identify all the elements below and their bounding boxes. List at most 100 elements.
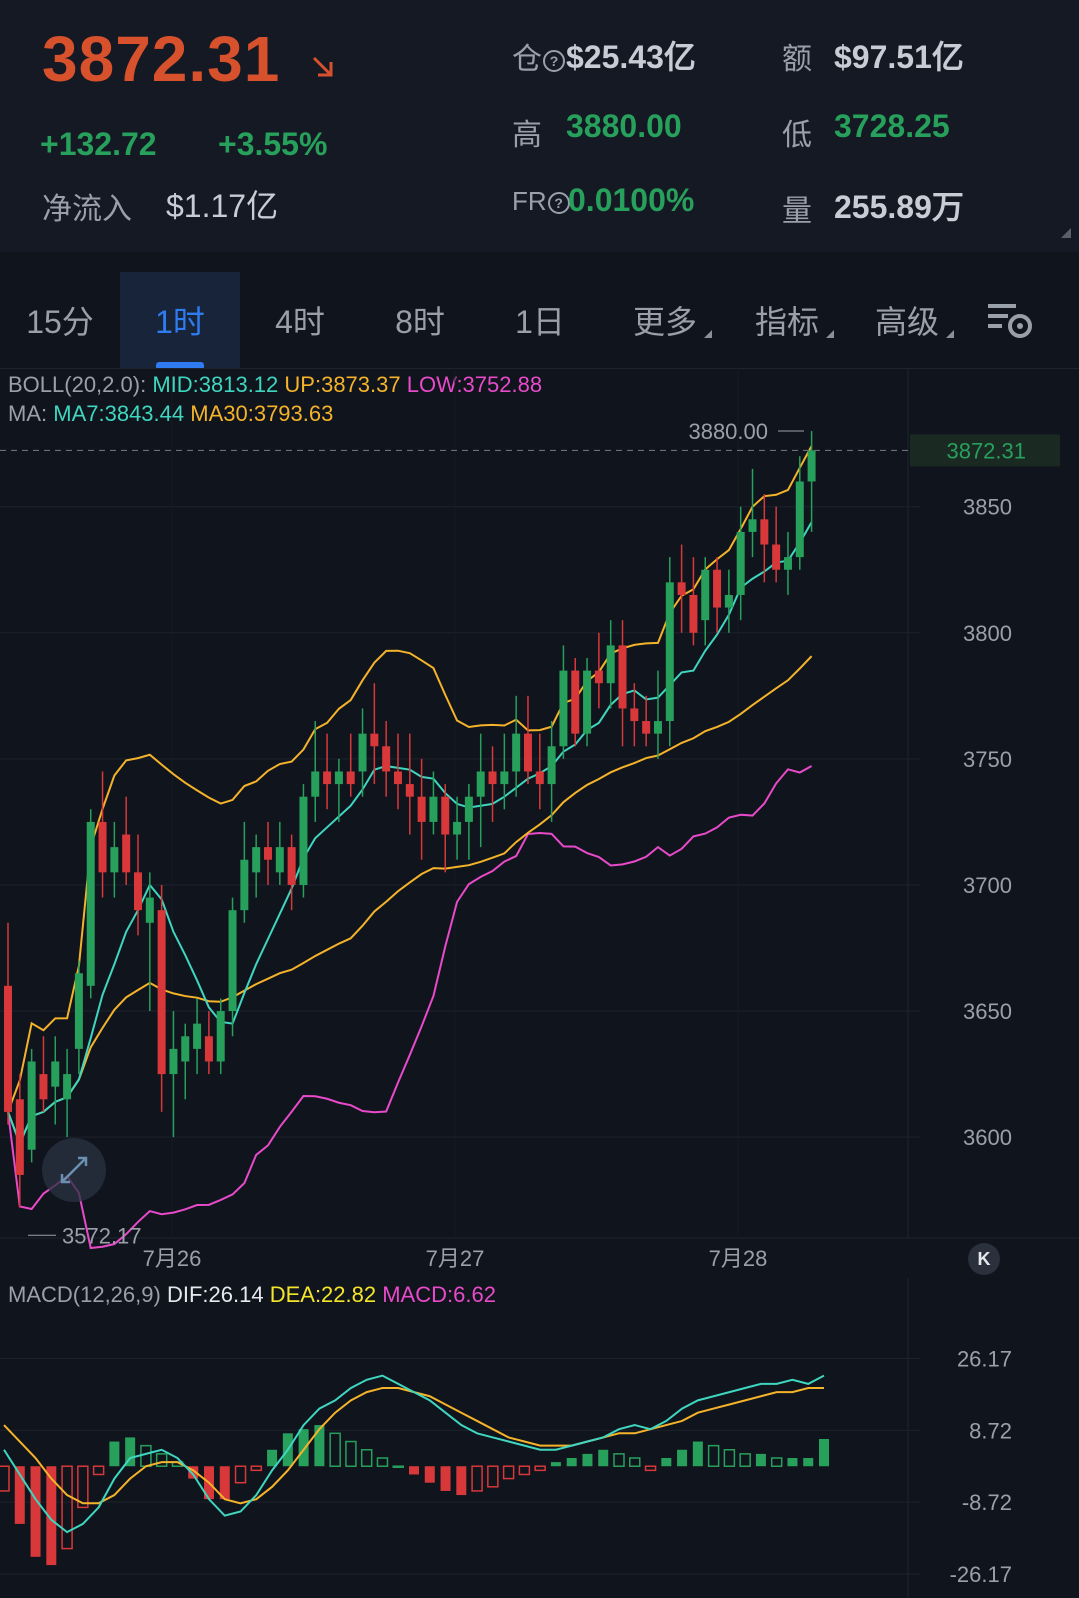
candle-body	[27, 1061, 36, 1150]
tab-8h[interactable]: 8时	[360, 272, 480, 368]
macd-histogram-bar	[409, 1466, 419, 1475]
candle-body	[15, 1099, 24, 1175]
turnover-value: $97.51亿	[834, 39, 964, 75]
candle-body	[535, 771, 544, 785]
candle-body	[346, 771, 355, 785]
tab-15m[interactable]: 15分	[0, 272, 120, 368]
candle-body	[630, 708, 639, 722]
candle-body	[86, 821, 95, 986]
macd-y-tick-label: -8.72	[962, 1490, 1012, 1515]
low-marker-label: 3572.17	[62, 1223, 142, 1248]
y-tick-label: 3800	[963, 621, 1012, 646]
candle-body	[157, 910, 166, 1075]
macd-histogram-bar	[14, 1466, 25, 1524]
tab-more[interactable]: 更多	[620, 272, 712, 368]
candle-body	[122, 834, 131, 873]
boll-up: UP:3873.37	[284, 372, 401, 397]
tab-label: 15分	[26, 304, 94, 340]
macd-histogram-bar	[219, 1466, 230, 1500]
macd-histogram-bar	[661, 1458, 672, 1467]
macd-histogram-bar	[77, 1465, 89, 1509]
candle-body	[583, 670, 592, 734]
ma30-value: MA30:3793.63	[190, 401, 334, 426]
macd-histogram-bar	[61, 1465, 73, 1550]
macd-histogram-bar	[392, 1465, 404, 1468]
macd-histogram-bar	[267, 1449, 278, 1467]
dropdown-triangle-icon	[704, 330, 712, 338]
macd-histogram-bar	[471, 1465, 483, 1492]
candle-body	[453, 821, 462, 835]
macd-histogram-bar	[376, 1457, 389, 1467]
tab-label: 4时	[275, 304, 325, 340]
tab-advanced[interactable]: 高级	[862, 272, 954, 368]
candle-body	[665, 582, 674, 722]
candle-body	[571, 670, 580, 734]
tab-label: 1日	[515, 304, 565, 340]
macd-histogram-bar	[360, 1449, 373, 1467]
funding-rate-label[interactable]: FR?	[512, 186, 571, 217]
turnover-label: 额	[782, 43, 812, 76]
macd-histogram-bar	[582, 1453, 593, 1467]
candle-body	[441, 796, 450, 835]
candle-body	[39, 1074, 48, 1100]
tab-1d[interactable]: 1日	[480, 272, 600, 368]
macd-histogram-bar	[629, 1457, 641, 1467]
candle-body	[181, 1036, 190, 1062]
volume-label: 量	[782, 195, 812, 228]
tab-label: 高级	[874, 304, 939, 340]
candle-body	[193, 1023, 202, 1049]
candle-body	[405, 784, 414, 797]
candle-body	[736, 531, 745, 595]
macd-histogram-bar	[692, 1441, 703, 1467]
candle-body	[287, 847, 296, 885]
candle-body	[701, 569, 710, 621]
boll-mid: MID:3813.12	[152, 372, 279, 397]
boll-legend: BOLL(20,2.0): MID:3813.12 UP:3873.37 LOW…	[8, 372, 542, 398]
ma7-value: MA7:3843.44	[53, 401, 185, 426]
last-price: 3872.31	[42, 23, 281, 95]
macd-histogram-bar	[550, 1462, 561, 1467]
macd-histogram-bar	[803, 1458, 814, 1467]
macd-chart[interactable]: 26.17 8.72 -8.72 -26.17	[0, 1278, 1079, 1598]
candle-body	[713, 569, 722, 608]
macd-histogram-bar	[424, 1466, 435, 1483]
candle-body	[204, 1036, 213, 1062]
tab-1h[interactable]: 1时	[120, 272, 240, 368]
fullscreen-arrows	[60, 1156, 88, 1184]
macd-histogram-bar	[644, 1465, 657, 1472]
macd-histogram-bar	[92, 1465, 105, 1476]
candle-body	[559, 670, 568, 747]
macd-histogram-bar	[770, 1457, 783, 1467]
boll-lower-line	[7, 765, 813, 1250]
collapse-left-icon[interactable]: K	[968, 1243, 1000, 1275]
y-tick-label: 3650	[963, 999, 1012, 1024]
high-value: 3880.00	[566, 108, 682, 144]
tab-4h[interactable]: 4时	[240, 272, 360, 368]
dif-value: DIF:26.14	[166, 1282, 264, 1307]
question-circle-icon[interactable]: ?	[547, 192, 570, 215]
candlestick-chart[interactable]: 3850 3800 3750 3700 3650 3600 7月26 7月27 7月28 3872…	[0, 368, 1079, 1278]
y-tick-label: 3600	[963, 1125, 1012, 1150]
candle-body	[807, 450, 816, 482]
candle-body	[547, 746, 556, 785]
macd-histogram-bar	[140, 1444, 152, 1467]
question-circle-icon[interactable]: ?	[543, 50, 565, 73]
macd-histogram-bar	[440, 1466, 451, 1491]
y-tick-label: 3700	[963, 873, 1012, 898]
macd-histogram-bar	[787, 1458, 798, 1467]
x-tick-label: 7月28	[709, 1246, 768, 1271]
macd-histogram-bar	[314, 1425, 325, 1467]
open-interest-label[interactable]: 仓?	[512, 34, 566, 78]
candle-body	[63, 1074, 72, 1100]
chart-settings-icon[interactable]	[986, 302, 1034, 342]
last-price-tag: 3872.31	[946, 438, 1026, 463]
macd-histogram-bar	[677, 1449, 688, 1467]
fullscreen-toggle-icon[interactable]	[42, 1138, 106, 1202]
y-tick-label: 3850	[963, 495, 1012, 520]
macd-histogram-bar	[155, 1453, 168, 1467]
tab-indicators[interactable]: 指标	[742, 272, 834, 368]
macd-histogram-bar	[298, 1429, 309, 1467]
candle-body	[110, 847, 119, 873]
macd-histogram-bar	[46, 1466, 57, 1566]
expand-corner-icon[interactable]	[1061, 228, 1071, 238]
